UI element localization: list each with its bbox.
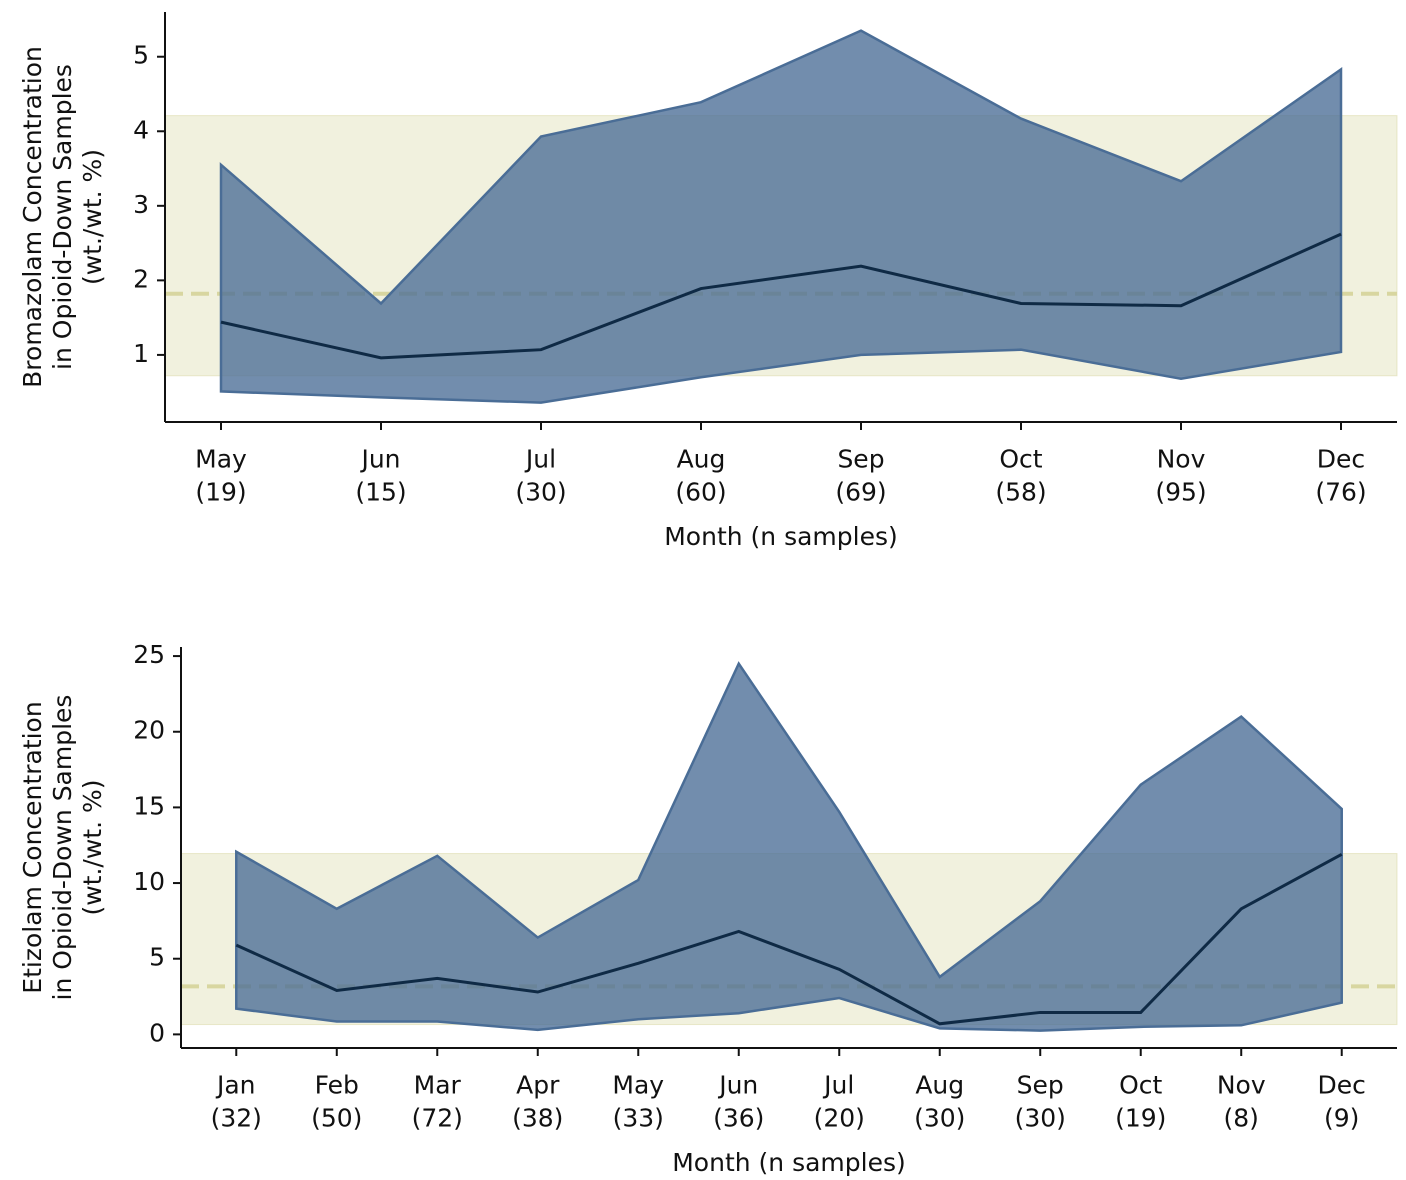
y-tick-label: 3 xyxy=(133,190,149,219)
x-tick-label: Nov (95) xyxy=(1155,445,1206,507)
x-tick-label: Feb (50) xyxy=(311,1071,362,1133)
x-tick-label: Oct (58) xyxy=(995,445,1046,507)
y-tick-label: 0 xyxy=(149,1018,165,1047)
range-band xyxy=(219,29,1343,404)
x-axis-label: Month (n samples) xyxy=(672,1148,906,1177)
x-tick-label: Dec (9) xyxy=(1318,1071,1366,1133)
x-tick-label: Jun (36) xyxy=(713,1071,764,1133)
y-tick-label: 25 xyxy=(133,640,165,669)
median-line xyxy=(235,852,1343,1026)
x-tick-label: Jul (20) xyxy=(814,1071,865,1133)
median-line xyxy=(220,232,1342,360)
y-tick-label: 4 xyxy=(133,115,149,144)
y-tick-label: 5 xyxy=(149,943,165,972)
y-tick-label: 15 xyxy=(133,791,165,820)
x-tick-label: Jul (30) xyxy=(515,445,566,507)
y-tick-label: 10 xyxy=(133,867,165,896)
x-tick-label: May (19) xyxy=(195,445,247,507)
x-tick-label: Nov (8) xyxy=(1217,1071,1266,1133)
y-tick-label: 20 xyxy=(133,716,165,745)
y-axis-label: Bromazolam Concentrationin Opioid-Down S… xyxy=(18,46,107,388)
x-tick-label: Apr (38) xyxy=(512,1071,563,1133)
x-tick-label: Jan (32) xyxy=(211,1071,262,1133)
x-tick-label: Aug (30) xyxy=(914,1071,965,1133)
x-tick-label: Aug (60) xyxy=(675,445,726,507)
range-band xyxy=(235,661,1343,1032)
x-tick-label: Oct (19) xyxy=(1115,1071,1166,1133)
x-tick-label: Jun (15) xyxy=(355,445,406,507)
x-tick-label: Mar (72) xyxy=(412,1071,463,1133)
x-tick-label: Sep (69) xyxy=(835,445,886,507)
x-tick-label: May (33) xyxy=(612,1071,664,1133)
x-axis-label: Month (n samples) xyxy=(664,522,898,551)
y-tick-label: 2 xyxy=(133,264,149,293)
x-tick-label: Sep (30) xyxy=(1015,1071,1066,1133)
y-tick-label: 5 xyxy=(133,41,149,70)
y-tick-label: 1 xyxy=(133,339,149,368)
y-axis-label: Etizolam Concentrationin Opioid-Down Sam… xyxy=(18,695,107,1001)
x-tick-label: Dec (76) xyxy=(1315,445,1366,507)
